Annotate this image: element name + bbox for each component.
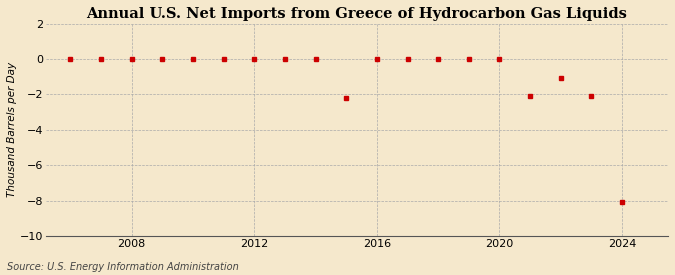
Title: Annual U.S. Net Imports from Greece of Hydrocarbon Gas Liquids: Annual U.S. Net Imports from Greece of H…	[86, 7, 627, 21]
Y-axis label: Thousand Barrels per Day: Thousand Barrels per Day	[7, 62, 17, 197]
Text: Source: U.S. Energy Information Administration: Source: U.S. Energy Information Administ…	[7, 262, 238, 272]
